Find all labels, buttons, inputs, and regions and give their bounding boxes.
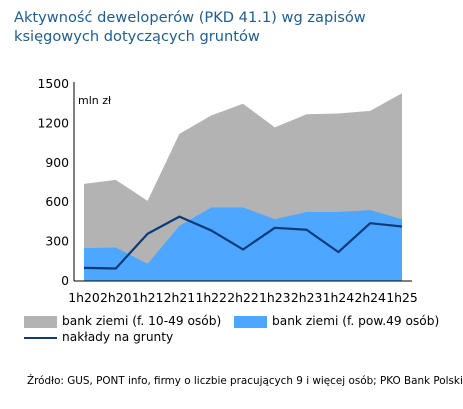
- y-tick-label: 1200: [37, 115, 69, 130]
- x-tick-label: 1h24: [323, 290, 355, 305]
- x-tick-label: 1h21: [132, 290, 164, 305]
- x-tick-label: 2h21: [164, 290, 196, 305]
- x-tick-label: 2h23: [291, 290, 323, 305]
- x-tick-label: 2h24: [354, 290, 386, 305]
- unit-label: mln zł: [78, 94, 112, 107]
- y-tick-label: 600: [45, 194, 69, 209]
- x-tick-label: 1h22: [195, 290, 227, 305]
- y-tick-label: 0: [61, 273, 69, 288]
- x-tick-label: 1h23: [259, 290, 291, 305]
- source-note: Źródło: GUS, PONT info, firmy o liczbie …: [27, 375, 463, 387]
- y-tick-label: 1500: [37, 76, 69, 91]
- y-tick-label: 300: [45, 234, 69, 249]
- area-series-1: [84, 207, 402, 281]
- chart-title: Aktywność deweloperów (PKD 41.1) wg zapi…: [14, 9, 366, 45]
- y-tick-label: 900: [45, 155, 69, 170]
- x-tick-label: 1h25: [386, 290, 418, 305]
- x-tick-label: 1h20: [68, 290, 100, 305]
- x-tick-label: 2h20: [100, 290, 132, 305]
- x-tick-label: 2h22: [227, 290, 259, 305]
